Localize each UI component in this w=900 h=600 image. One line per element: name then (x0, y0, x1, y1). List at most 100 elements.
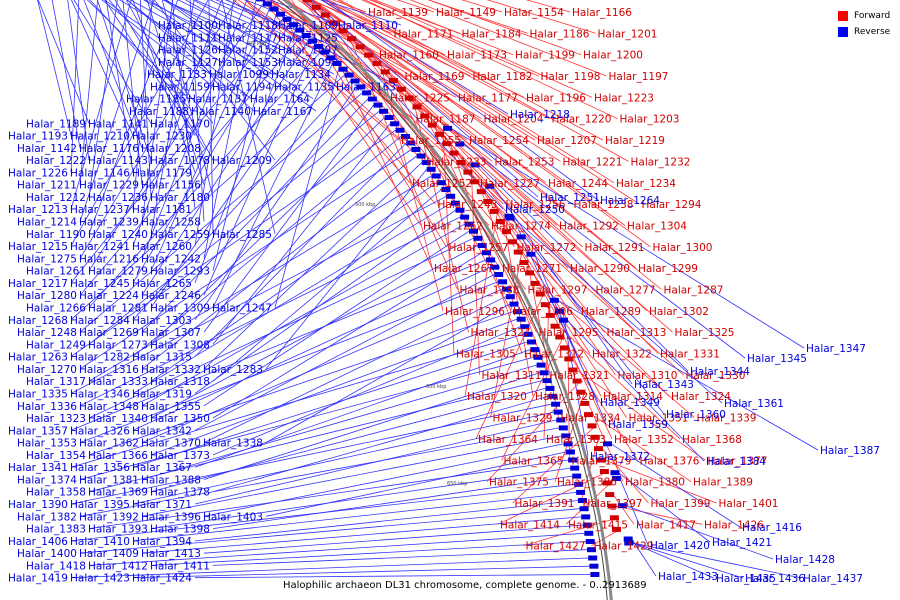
forward-gene-label: Halar_1330 (686, 370, 746, 382)
gene-arrow (589, 563, 599, 569)
forward-gene-label: Halar_1325 (675, 327, 735, 339)
reverse-gene-label: Halar_1141 (88, 118, 148, 130)
leader-line (132, 411, 554, 505)
forward-gene-label: Halar_1399 (651, 498, 711, 510)
forward-gene-label: Halar_1310 (618, 370, 678, 382)
reverse-gene-label: Halar_1381 (79, 475, 139, 487)
reverse-gene-label: Halar_1224 (79, 290, 139, 302)
gene-arrow (470, 179, 480, 185)
reverse-gene-label: Halar_1153 (218, 57, 278, 69)
leader-line (225, 0, 342, 50)
forward-gene-label: Halar_1220 (552, 114, 612, 126)
forward-gene-label: Halar_1414 (500, 519, 560, 531)
leader-line (610, 443, 741, 528)
leader-line (83, 0, 143, 148)
leader-line (70, 259, 487, 431)
leader-line (321, 0, 640, 205)
reverse-gene-label: Halar_1229 (79, 180, 139, 192)
gene-arrow (513, 309, 523, 315)
forward-gene-label: Halar_1257 (449, 242, 509, 254)
reverse-gene-label: Halar_1126 (158, 45, 218, 57)
gene-arrow (481, 250, 491, 256)
reverse-gene-label: Halar_1367 (132, 462, 192, 474)
leader-line (141, 516, 582, 554)
reverse-gene-label: Halar_1400 (17, 548, 77, 560)
reverse-gene-label: Halar_1370 (141, 438, 201, 450)
reverse-gene-label: Halar_1159 (150, 81, 210, 93)
reverse-gene-label: Halar_1421 (712, 537, 772, 549)
reverse-gene-label: Halar_1317 (26, 376, 86, 388)
leader-line (325, 0, 599, 201)
gene-arrow (572, 378, 582, 384)
reverse-gene-label: Halar_1348 (79, 401, 139, 413)
leader-line (277, 0, 493, 162)
leader-line (79, 35, 303, 296)
leader-line (37, 0, 90, 124)
leader-line (274, 69, 339, 308)
gene-arrow (489, 208, 499, 214)
reverse-gene-label: Halar_1251 (540, 192, 600, 204)
gene-arrow (572, 473, 582, 479)
reverse-gene-label: Halar_1215 (8, 241, 68, 253)
gene-arrow (530, 347, 540, 353)
gene-arrow (561, 433, 571, 439)
leader-line (203, 443, 564, 517)
gene-arrow (431, 173, 441, 179)
leader-line (141, 98, 369, 333)
gene-arrow (587, 547, 596, 553)
leader-line (503, 221, 534, 397)
reverse-gene-label: Halar_1433 (658, 571, 718, 583)
leader-line (132, 0, 223, 247)
leader-line (189, 0, 205, 222)
forward-gene-label: Halar_1166 (572, 7, 632, 19)
reverse-gene-label: Halar_1264 (600, 195, 660, 207)
reverse-gene-label: Halar_1110 (338, 20, 398, 32)
gene-arrow (580, 400, 590, 406)
leader-line (203, 104, 374, 333)
forward-gene-label: Halar_1234 (616, 178, 676, 190)
forward-gene-label: Halar_1368 (682, 434, 742, 446)
reverse-gene-label: Halar_1209 (212, 155, 272, 167)
leader-line (285, 0, 482, 120)
forward-gene-label: Halar_1227 (480, 178, 540, 190)
gene-arrow (579, 506, 589, 512)
gene-arrow (597, 457, 606, 463)
reverse-gene-label: Halar_1282 (70, 352, 130, 364)
leader-line (631, 538, 657, 577)
leader-line (232, 0, 400, 141)
leader-line (194, 29, 296, 284)
leader-line (79, 0, 155, 222)
gene-arrow (276, 11, 285, 17)
gene-arrow (545, 385, 555, 391)
forward-gene-label: Halar_1225 (390, 92, 450, 104)
reverse-gene-label: Halar_1230 (132, 131, 192, 143)
gene-arrow (498, 279, 508, 285)
gene-arrow (412, 104, 422, 110)
leader-line (265, 451, 566, 517)
leader-line (371, 54, 662, 290)
leader-line (150, 388, 546, 493)
gene-arrow (449, 150, 459, 156)
gene-arrow (355, 44, 365, 50)
leader-line (125, 0, 214, 161)
reverse-gene-label: Halar_1362 (79, 438, 139, 450)
reverse-gene-label: Halar_1343 (634, 379, 694, 391)
reverse-gene-label: Halar_1242 (141, 253, 201, 265)
reverse-gene-label: Halar_1357 (8, 425, 68, 437)
reverse-gene-label: Halar_1266 (26, 303, 86, 315)
forward-gene-label: Halar_1296 (445, 306, 505, 318)
reverse-gene-label: Halar_1260 (132, 241, 192, 253)
leader-line (625, 505, 774, 560)
gene-arrow (406, 140, 416, 146)
leader-line (364, 0, 618, 120)
reverse-gene-label: Halar_1285 (212, 229, 272, 241)
gene-arrow (320, 49, 330, 55)
forward-gene-label: Halar_1401 (719, 498, 779, 510)
forward-gene-label: Halar_1277 (596, 285, 656, 297)
reverse-gene-label: Halar_1152 (218, 45, 278, 57)
gene-arrow (624, 540, 634, 546)
reverse-gene-label: Halar_1140 (191, 106, 251, 118)
leader-line (70, 74, 345, 321)
gene-arrow (577, 498, 587, 503)
reverse-gene-label: Halar_1406 (8, 536, 68, 548)
